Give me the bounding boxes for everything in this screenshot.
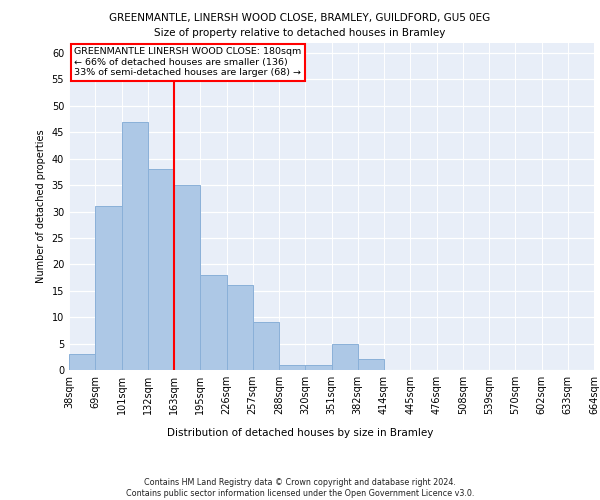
Y-axis label: Number of detached properties: Number of detached properties — [36, 130, 46, 283]
Bar — [279, 364, 305, 370]
Text: Distribution of detached houses by size in Bramley: Distribution of detached houses by size … — [167, 428, 433, 438]
Text: Size of property relative to detached houses in Bramley: Size of property relative to detached ho… — [154, 28, 446, 38]
Bar — [95, 206, 121, 370]
Text: GREENMANTLE LINERSH WOOD CLOSE: 180sqm
← 66% of detached houses are smaller (136: GREENMANTLE LINERSH WOOD CLOSE: 180sqm ←… — [74, 48, 302, 77]
Text: Contains HM Land Registry data © Crown copyright and database right 2024.
Contai: Contains HM Land Registry data © Crown c… — [126, 478, 474, 498]
Bar — [200, 275, 227, 370]
Bar — [305, 364, 331, 370]
Bar — [174, 185, 200, 370]
Bar — [253, 322, 279, 370]
Bar — [358, 360, 384, 370]
Bar — [331, 344, 358, 370]
Bar — [121, 122, 148, 370]
Bar — [148, 170, 174, 370]
Bar — [69, 354, 95, 370]
Bar — [227, 286, 253, 370]
Text: GREENMANTLE, LINERSH WOOD CLOSE, BRAMLEY, GUILDFORD, GU5 0EG: GREENMANTLE, LINERSH WOOD CLOSE, BRAMLEY… — [109, 12, 491, 22]
